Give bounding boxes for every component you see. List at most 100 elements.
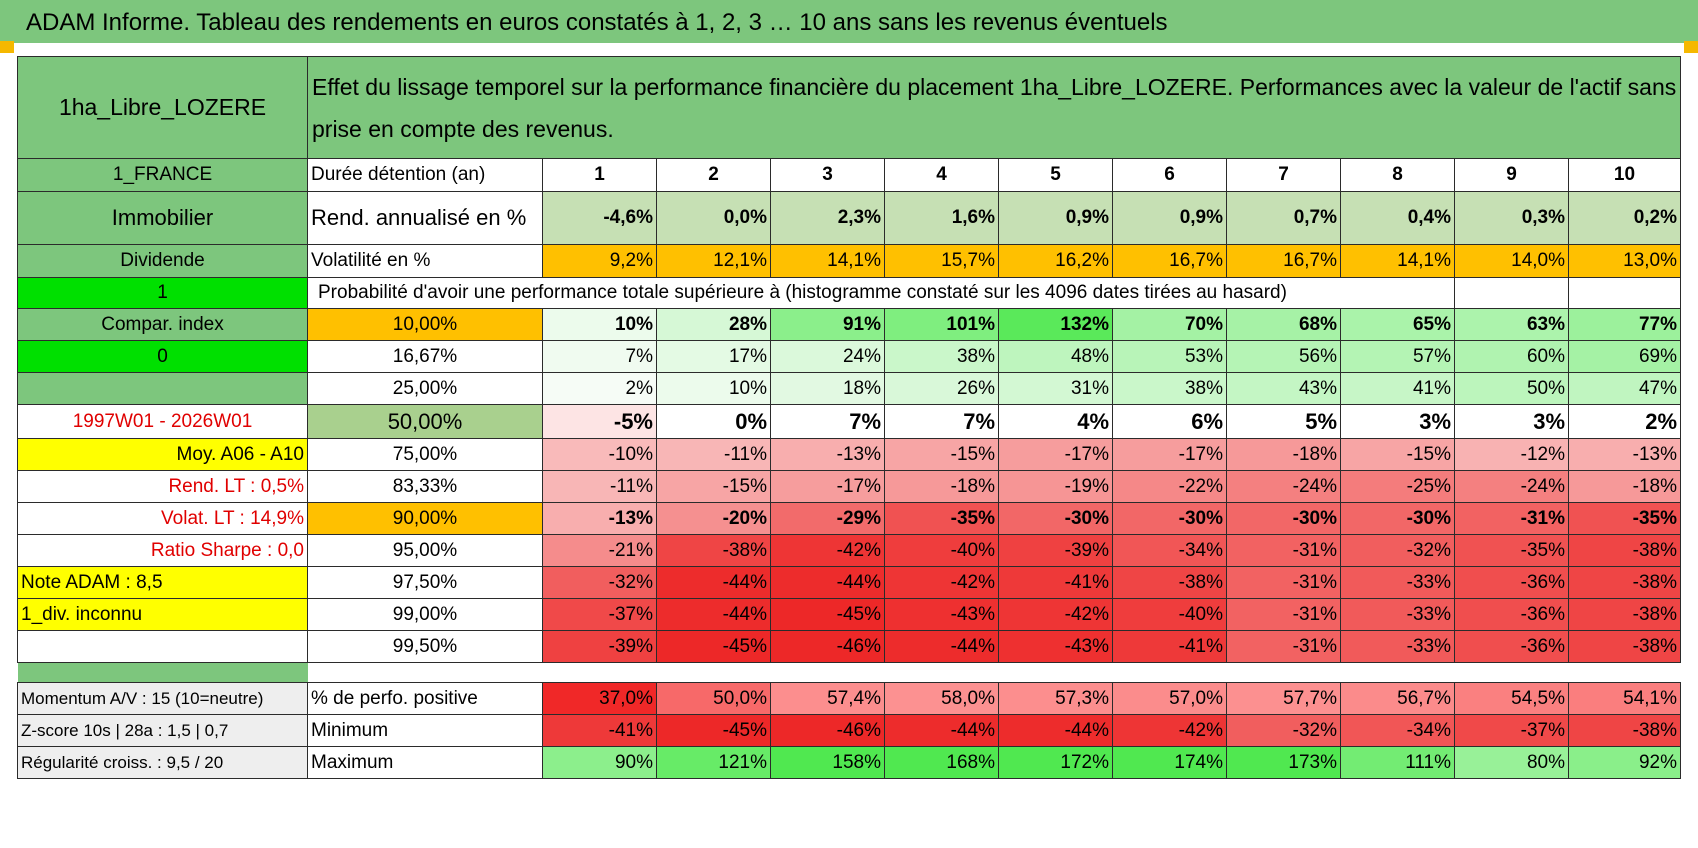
flag-one: 1 — [17, 277, 308, 309]
probability-value: 2% — [1568, 404, 1681, 439]
probability-threshold: 10,00% — [307, 308, 543, 341]
probability-value: 65% — [1340, 308, 1455, 341]
spacer-cell — [307, 662, 1681, 683]
probability-value: -42% — [998, 598, 1113, 631]
blank-cell — [1568, 277, 1681, 309]
stats-value: 80% — [1454, 746, 1569, 779]
probability-value: 43% — [1226, 372, 1341, 405]
stats-value: -38% — [1568, 714, 1681, 747]
stats-value: 168% — [884, 746, 999, 779]
probability-value: -31% — [1226, 630, 1341, 663]
stats-value: -45% — [656, 714, 771, 747]
probability-value: -31% — [1226, 534, 1341, 567]
probability-value: -35% — [884, 502, 999, 535]
annualised-return-value: 0,9% — [998, 191, 1113, 245]
stats-value: 111% — [1340, 746, 1455, 779]
stats-value: -41% — [542, 714, 657, 747]
probability-value: -41% — [998, 566, 1113, 599]
side-info — [17, 630, 308, 663]
volatility-value: 16,7% — [1226, 244, 1341, 278]
duration-label: Durée détention (an) — [307, 158, 543, 192]
probability-value: -45% — [770, 598, 885, 631]
side-info: 1997W01 - 2026W01 — [17, 404, 308, 439]
country-label: 1_FRANCE — [17, 158, 308, 192]
stats-value: 37,0% — [542, 682, 657, 715]
probability-value: -15% — [884, 438, 999, 471]
year-header: 8 — [1340, 158, 1455, 192]
probability-value: 68% — [1226, 308, 1341, 341]
probability-value: -44% — [656, 566, 771, 599]
probability-value: -36% — [1454, 630, 1569, 663]
probability-value: -30% — [1226, 502, 1341, 535]
probability-row: Volat. LT : 14,9% 90,00% -13% -20% -29% -35% -… — [17, 502, 1681, 535]
probability-row: Ratio Sharpe : 0,0 95,00% -21% -38% -42% -40%… — [17, 534, 1681, 567]
volatility-value: 13,0% — [1568, 244, 1681, 278]
probability-value: 69% — [1568, 340, 1681, 373]
probability-threshold: 83,33% — [307, 470, 543, 503]
title-bar: ADAM Informe. Tableau des rendements en … — [0, 0, 1698, 43]
stats-row: Z-score 10s | 28a : 1,5 | 0,7 Minimum -41%… — [17, 714, 1681, 747]
probability-row: 1997W01 - 2026W01 50,00% -5% 0% 7% 7% 4% 6% 5% 3%… — [17, 404, 1681, 439]
stats-value: -32% — [1226, 714, 1341, 747]
probability-value: -36% — [1454, 598, 1569, 631]
probability-value: 53% — [1112, 340, 1227, 373]
probability-value: -33% — [1340, 566, 1455, 599]
probability-row: Rend. LT : 0,5% 83,33% -11% -15% -17% -18% -19… — [17, 470, 1681, 503]
probability-value: -12% — [1454, 438, 1569, 471]
probability-value: 4% — [998, 404, 1113, 439]
stats-value: 57,0% — [1112, 682, 1227, 715]
year-header: 4 — [884, 158, 999, 192]
probability-row: Compar. index 10,00% 10% 28% 91% 101% 132% 70% 6… — [17, 308, 1681, 341]
left-corner-marker — [0, 41, 14, 53]
volatility-value: 16,7% — [1112, 244, 1227, 278]
probability-value: -37% — [542, 598, 657, 631]
stats-label: Maximum — [307, 746, 543, 779]
annualised-return-value: 0,7% — [1226, 191, 1341, 245]
years-row: 1_FRANCE Durée détention (an) 1 2 3 4 5 6 7 8 9 10 — [17, 158, 1681, 192]
side-info: 0 — [17, 340, 308, 373]
probability-value: -43% — [998, 630, 1113, 663]
probability-value: -45% — [656, 630, 771, 663]
probability-threshold: 16,67% — [307, 340, 543, 373]
probability-value: -24% — [1226, 470, 1341, 503]
probability-value: 0% — [656, 404, 771, 439]
volatility-value: 14,0% — [1454, 244, 1569, 278]
stats-value: 50,0% — [656, 682, 771, 715]
annualised-return-value: 2,3% — [770, 191, 885, 245]
probability-value: -38% — [1568, 534, 1681, 567]
stats-side-label: Z-score 10s | 28a : 1,5 | 0,7 — [17, 714, 308, 747]
probability-value: 91% — [770, 308, 885, 341]
stats-value: 57,7% — [1226, 682, 1341, 715]
probability-value: 17% — [656, 340, 771, 373]
side-info: Note ADAM : 8,5 — [17, 566, 308, 599]
probability-value: -34% — [1112, 534, 1227, 567]
probability-value: -13% — [770, 438, 885, 471]
volatility-value: 14,1% — [770, 244, 885, 278]
probability-value: 7% — [884, 404, 999, 439]
stats-row: Momentum A/V : 15 (10=neutre)% de perfo.… — [17, 682, 1681, 715]
probability-value: 60% — [1454, 340, 1569, 373]
probability-value: 57% — [1340, 340, 1455, 373]
stats-value: -44% — [884, 714, 999, 747]
probability-value: -13% — [542, 502, 657, 535]
probability-value: -41% — [1112, 630, 1227, 663]
returns-table: 1ha_Libre_LOZERE Effet du lissage tempore… — [17, 56, 1681, 779]
stats-side-label: Momentum A/V : 15 (10=neutre) — [17, 682, 308, 715]
annualised-return-value: 1,6% — [884, 191, 999, 245]
spacer-row — [17, 662, 1681, 683]
probability-value: -38% — [1568, 630, 1681, 663]
volatility-value: 14,1% — [1340, 244, 1455, 278]
stats-value: 172% — [998, 746, 1113, 779]
probability-value: -32% — [1340, 534, 1455, 567]
probability-value: -31% — [1454, 502, 1569, 535]
stats-value: -44% — [998, 714, 1113, 747]
probability-row: 0 16,67% 7% 17% 24% 38% 48% 53% 56% 57% 60% 69% — [17, 340, 1681, 373]
probability-threshold: 99,50% — [307, 630, 543, 663]
report-title: ADAM Informe. Tableau des rendements en … — [26, 9, 1168, 36]
probability-value: -40% — [884, 534, 999, 567]
probability-value: -18% — [1568, 470, 1681, 503]
probability-row: Note ADAM : 8,5 97,50% -32% -44% -44% -42% -41… — [17, 566, 1681, 599]
stats-value: 54,1% — [1568, 682, 1681, 715]
probability-title-row: 1 Probabilité d'avoir une performance tot… — [17, 277, 1681, 309]
probability-value: -36% — [1454, 566, 1569, 599]
